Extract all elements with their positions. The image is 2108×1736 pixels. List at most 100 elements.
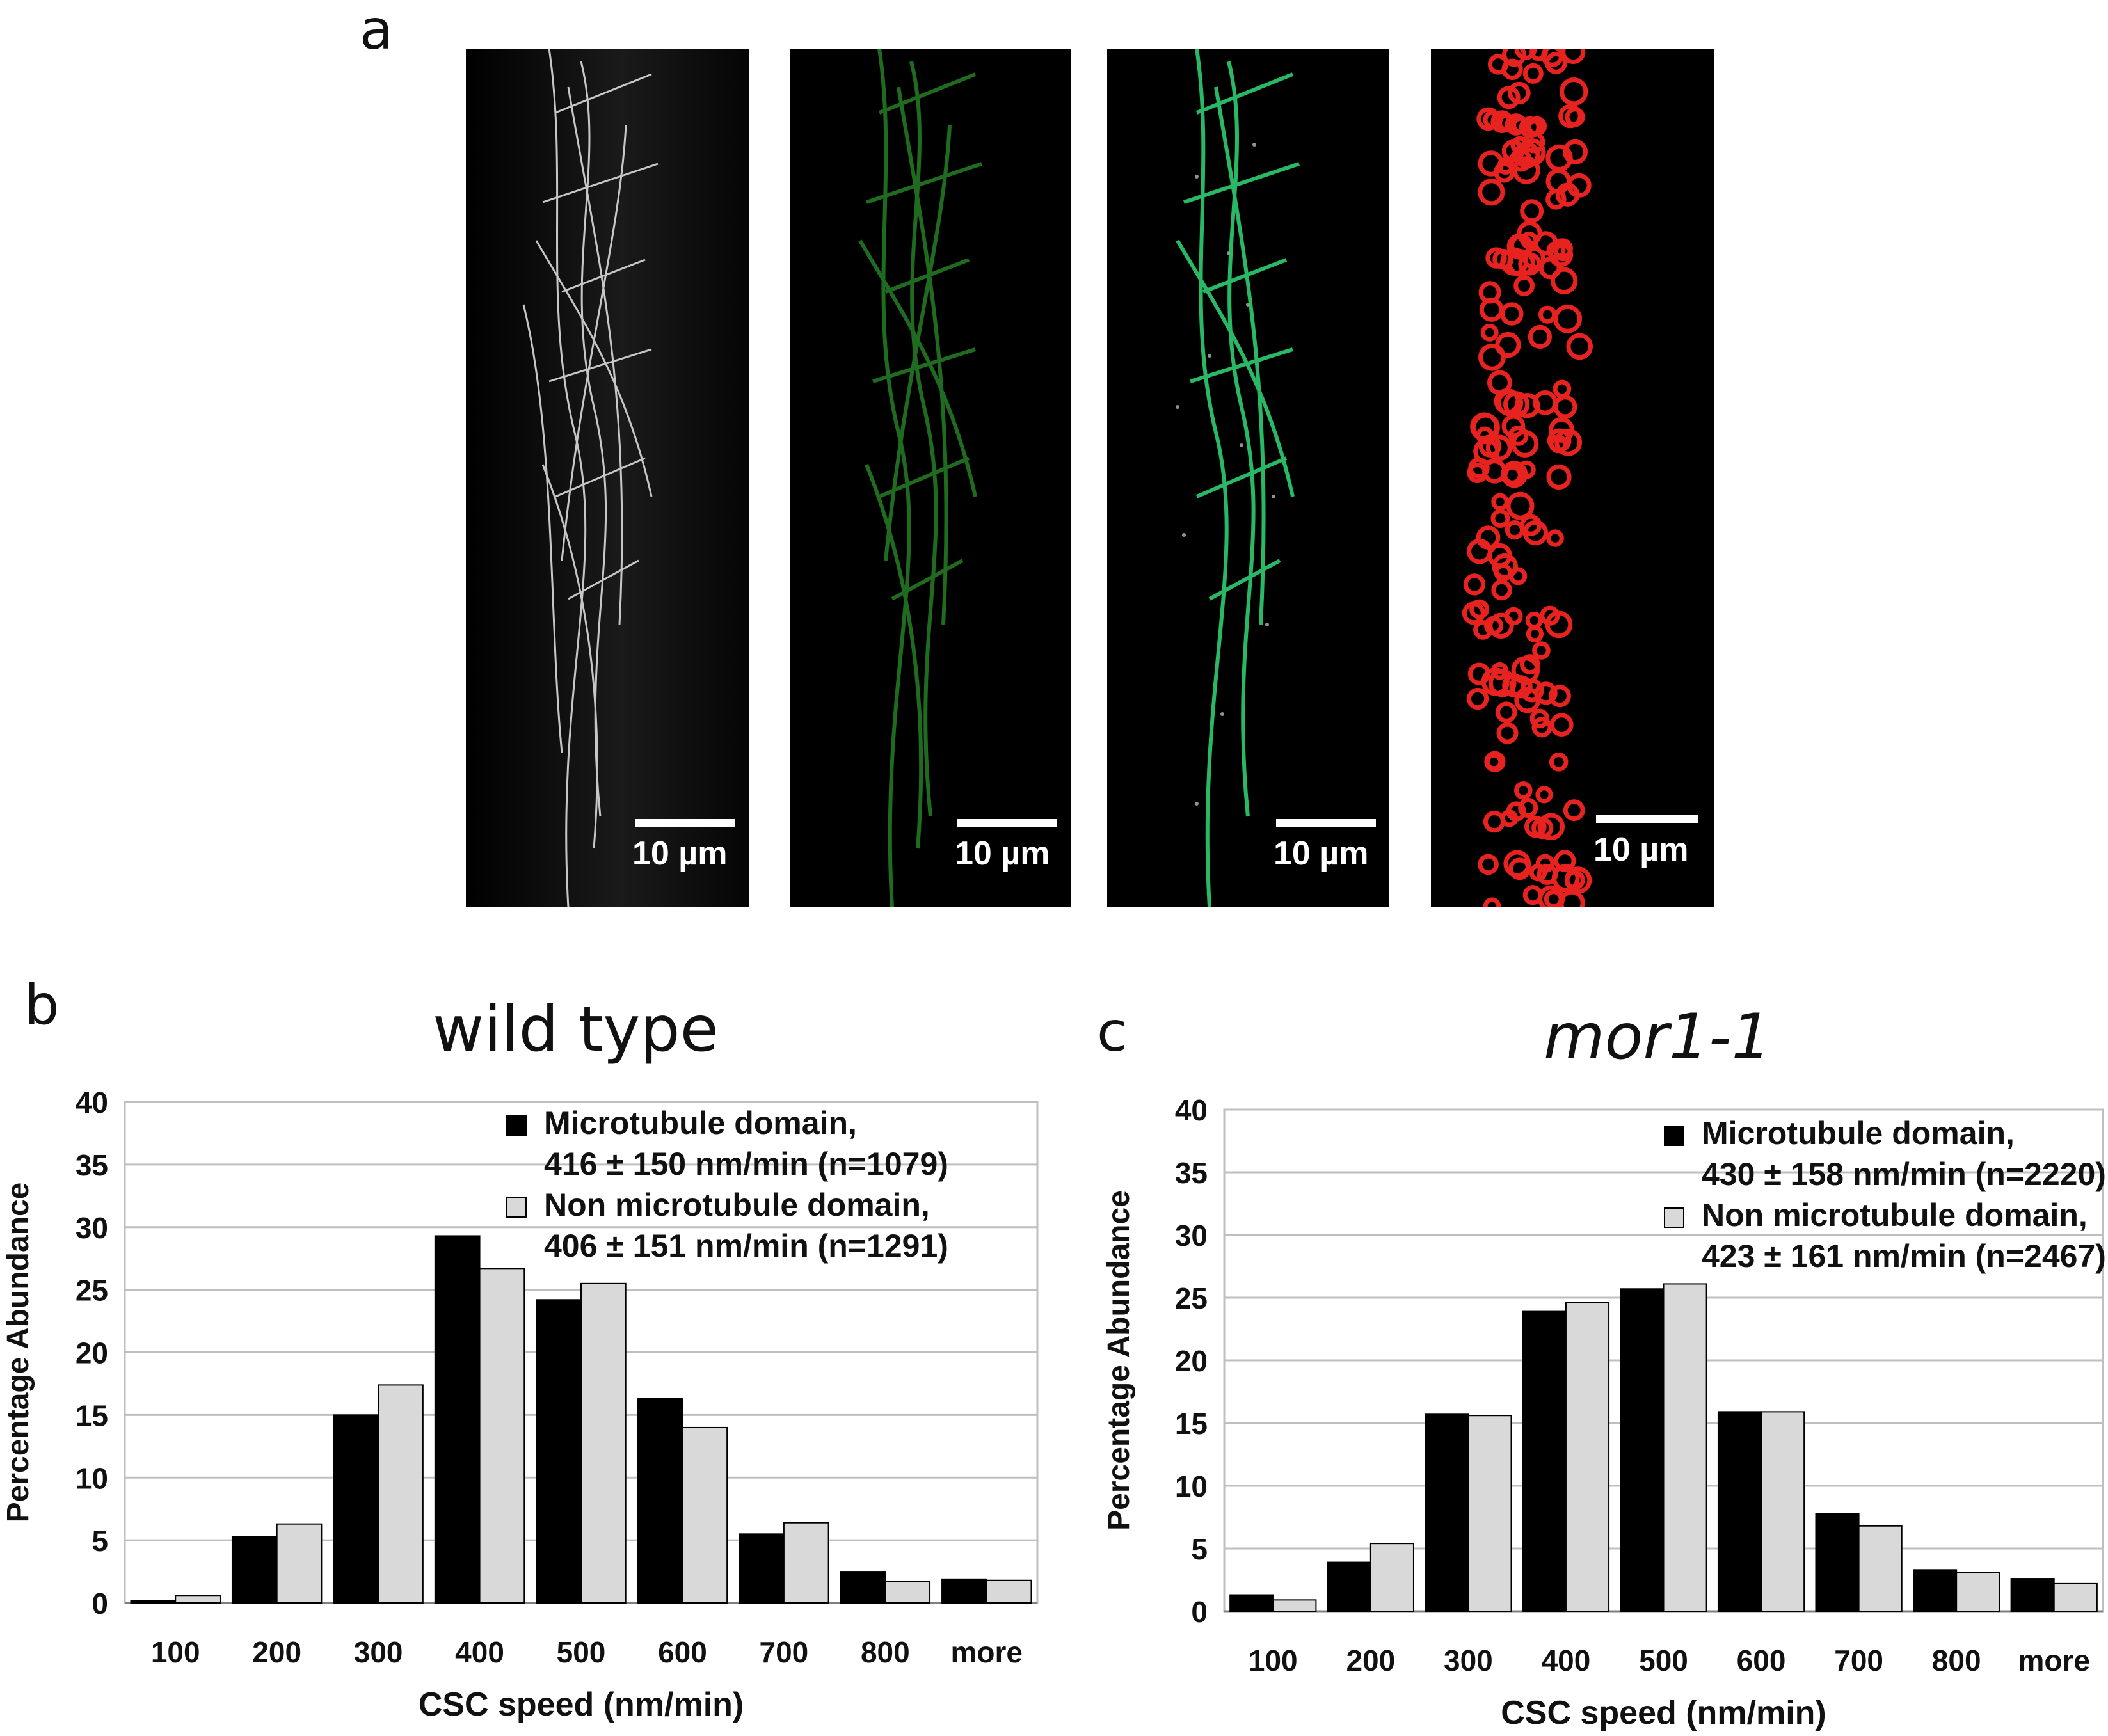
y-tick-label: 30: [76, 1211, 108, 1245]
csc-particle: [1545, 189, 1567, 210]
csc-particle: [1563, 799, 1585, 822]
y-tick-label: 5: [92, 1524, 108, 1557]
csc-particle: [1478, 150, 1504, 177]
csc-particle: [1548, 242, 1574, 267]
csc-particle: [1528, 324, 1552, 349]
x-tick-label: more: [951, 1636, 1023, 1669]
scale-label: 10 µm: [955, 835, 1050, 872]
x-tick-label: 400: [455, 1636, 504, 1669]
csc-particle: [1497, 86, 1521, 109]
legend-entry: Microtubule domain,: [1702, 1115, 2015, 1151]
scale-label: 10 µm: [1274, 835, 1369, 872]
csc-particle: [1549, 417, 1574, 443]
y-tick-label: 15: [76, 1399, 108, 1432]
y-tick-label: 20: [76, 1337, 108, 1370]
csc-particle: [1509, 148, 1533, 172]
csc-particle: [1513, 275, 1535, 296]
csc-particle: [1514, 781, 1533, 800]
x-tick-label: 500: [1639, 1644, 1688, 1677]
csc-particle: [1503, 391, 1530, 418]
csc-particle: [1467, 662, 1491, 685]
csc-particle: [1490, 110, 1514, 133]
csc-particle: [1509, 675, 1533, 699]
bar-non-microtubule: [1761, 1411, 1805, 1612]
y-tick-label: 40: [1175, 1094, 1208, 1127]
x-tick-label: 200: [252, 1636, 301, 1669]
legend-swatch: [1664, 1207, 1684, 1228]
csc-particle: [1519, 116, 1541, 138]
csc-particle: [1529, 49, 1548, 61]
bar-non-microtubule: [1663, 1283, 1707, 1612]
scale-label: 10 µm: [1593, 831, 1689, 868]
x-tick-label: 200: [1346, 1644, 1395, 1677]
micrograph-image: [1107, 49, 1389, 907]
legend-stats: 423 ± 161 nm/min (n=2467): [1702, 1238, 2106, 1274]
scale-bar: [957, 819, 1057, 827]
bar-microtubule: [434, 1235, 481, 1604]
csc-particle: [1537, 813, 1565, 841]
micrograph-microtubules-gray: 10 µm: [466, 49, 749, 907]
csc-particle: [1478, 281, 1501, 304]
bar-microtubule: [1815, 1513, 1860, 1612]
bar-non-microtubule: [175, 1595, 221, 1604]
csc-particle: [1505, 113, 1528, 136]
csc-particle: [1483, 897, 1501, 907]
csc-particle: [1484, 751, 1506, 772]
bar-microtubule: [333, 1414, 379, 1604]
csc-particle: [1554, 428, 1583, 456]
legend-swatch: [1664, 1126, 1684, 1146]
bar-non-microtubule: [1858, 1525, 1903, 1612]
scale-bar: [635, 819, 735, 827]
csc-particle: [1565, 870, 1585, 890]
csc-particle: [1529, 708, 1550, 729]
bar-non-microtubule: [1272, 1599, 1317, 1612]
csc-particle: [1480, 323, 1499, 342]
csc-particle: [1546, 529, 1564, 547]
csc-particle: [1496, 701, 1517, 723]
csc-particle: [1491, 579, 1512, 601]
panel-label-c: c: [1097, 1000, 1128, 1064]
x-tick-label: 600: [1737, 1644, 1786, 1677]
bar-non-microtubule: [580, 1282, 627, 1604]
y-tick-label: 25: [76, 1274, 108, 1307]
csc-particle: [1488, 612, 1514, 639]
csc-particle: [1500, 302, 1524, 326]
x-tick-label: 400: [1542, 1644, 1591, 1677]
bar-microtubule: [2010, 1578, 2055, 1612]
csc-particle: [1551, 864, 1580, 893]
bar-non-microtubule: [884, 1581, 931, 1604]
panel-label-b: b: [24, 973, 60, 1037]
bar-non-microtubule: [986, 1579, 1032, 1604]
y-tick-label: 35: [76, 1149, 108, 1182]
bar-non-microtubule: [378, 1384, 424, 1604]
legend-swatch: [506, 1197, 527, 1218]
legend-entry: Non microtubule domain,: [544, 1187, 930, 1223]
csc-particle: [1487, 543, 1512, 568]
bar-non-microtubule: [682, 1426, 728, 1604]
csc-particle: [1506, 801, 1527, 822]
csc-particle: [1548, 685, 1571, 708]
csc-particle: [1553, 304, 1583, 333]
x-tick-label: 300: [1444, 1644, 1493, 1677]
micrograph-image: [1431, 49, 1714, 907]
bar-non-microtubule: [2053, 1582, 2098, 1613]
csc-particle: [1476, 107, 1500, 131]
y-tick-label: 5: [1191, 1533, 1208, 1566]
csc-particle: [1545, 610, 1573, 639]
bar-non-microtubule: [276, 1523, 323, 1604]
csc-particle: [1467, 687, 1489, 710]
csc-particle: [1535, 854, 1555, 873]
csc-particle: [1555, 182, 1580, 207]
csc-particle: [1545, 144, 1573, 172]
y-tick-label: 15: [1175, 1407, 1208, 1440]
csc-particle: [1491, 493, 1509, 511]
csc-particle: [1503, 850, 1531, 878]
csc-particle: [1487, 54, 1509, 75]
csc-particle: [1463, 573, 1486, 596]
micrograph-image: [466, 49, 749, 907]
bar-microtubule: [840, 1571, 886, 1604]
scale-bar: [1276, 819, 1376, 827]
csc-particle: [1522, 520, 1549, 546]
x-tick-label: 800: [861, 1636, 910, 1669]
x-axis-label: CSC speed (nm/min): [419, 1686, 744, 1723]
